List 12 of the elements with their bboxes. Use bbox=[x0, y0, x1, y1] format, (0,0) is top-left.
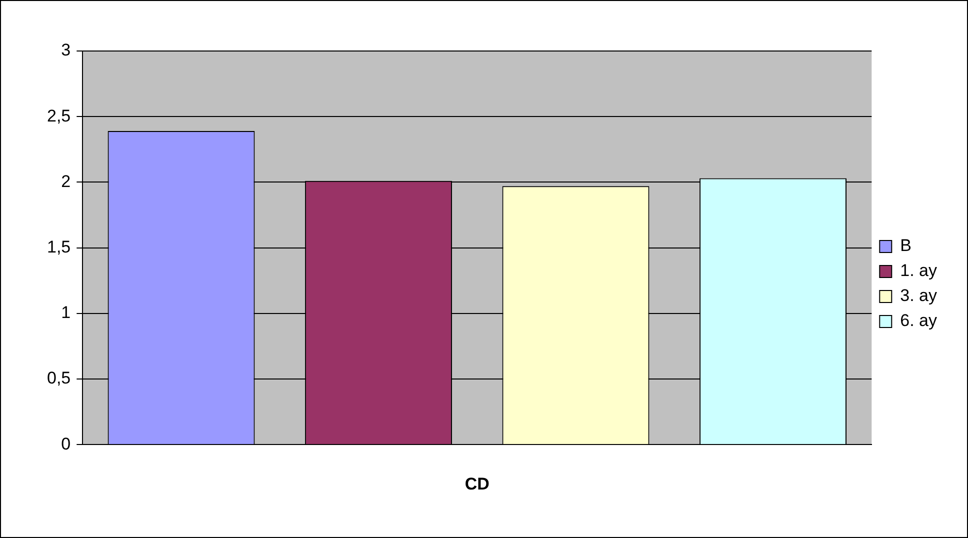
x-tick-label: CD bbox=[464, 474, 490, 494]
y-tick-label: 1,5 bbox=[46, 237, 71, 256]
y-tick-label: 2,5 bbox=[46, 106, 71, 126]
y-tick-label: 0 bbox=[61, 434, 71, 454]
y-tick-label: 0,5 bbox=[46, 368, 71, 388]
y-tick-label: 1 bbox=[61, 303, 71, 322]
legend-label: B bbox=[900, 236, 912, 256]
y-tick-label: 3 bbox=[61, 40, 71, 60]
legend-label: 3. ay bbox=[900, 286, 938, 306]
legend-label: 6. ay bbox=[900, 311, 938, 330]
legend-label: 1. ay bbox=[900, 261, 938, 280]
y-tick-label: 2 bbox=[61, 172, 71, 191]
